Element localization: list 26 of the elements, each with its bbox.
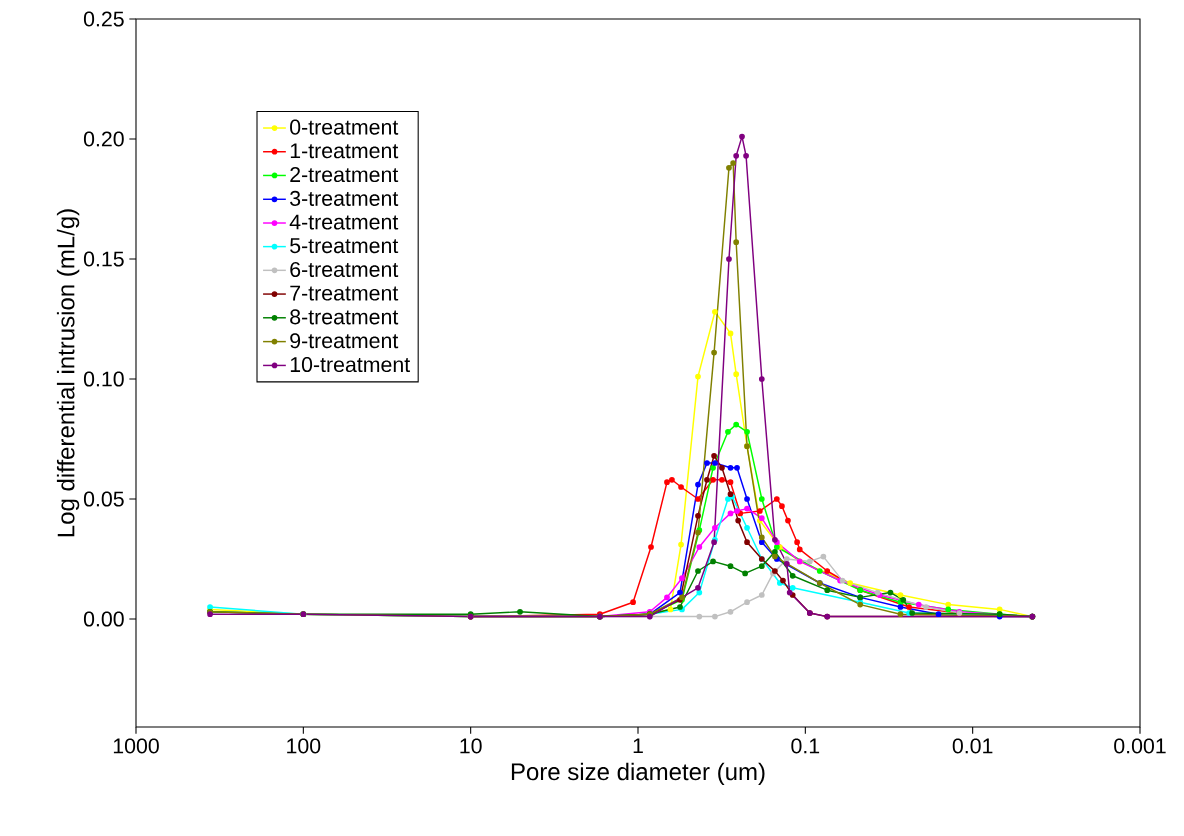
legend-label: 5-treatment [290,238,399,254]
legend-label: 1-treatment [290,143,399,159]
legend-label: 0-treatment [290,119,399,135]
y-tick-label: 0.15 [83,251,124,267]
x-tick-label: 10 [460,738,482,754]
legend-label: 7-treatment [290,285,399,301]
legend-label: 3-treatment [290,190,399,206]
x-tick-label: 1 [633,738,643,754]
legend-label: 6-treatment [290,261,399,277]
x-axis-title: Pore size diameter (um) [511,762,765,785]
x-tick-label: 0.01 [952,738,993,754]
legend-label: 2-treatment [290,167,399,183]
legend-label: 4-treatment [289,214,399,230]
legend-label: 10-treatment [290,357,411,373]
y-tick-label: 0.10 [83,371,124,387]
y-tick-label: 0.05 [83,491,124,507]
x-tick-label: 0.001 [1114,738,1166,754]
y-tick-label: 0.20 [83,131,124,147]
x-tick-label: 1000 [113,738,159,754]
y-axis-title: Log differential intrusion (mL/g) [56,209,80,537]
y-tick-label: 0.00 [83,611,124,627]
x-tick-label: 0.1 [791,738,820,754]
y-tick-label: 0.25 [83,11,124,27]
legend-label: 8-treatment [290,309,399,325]
legend-label: 9-treatment [290,333,399,349]
x-tick-label: 100 [287,738,321,754]
